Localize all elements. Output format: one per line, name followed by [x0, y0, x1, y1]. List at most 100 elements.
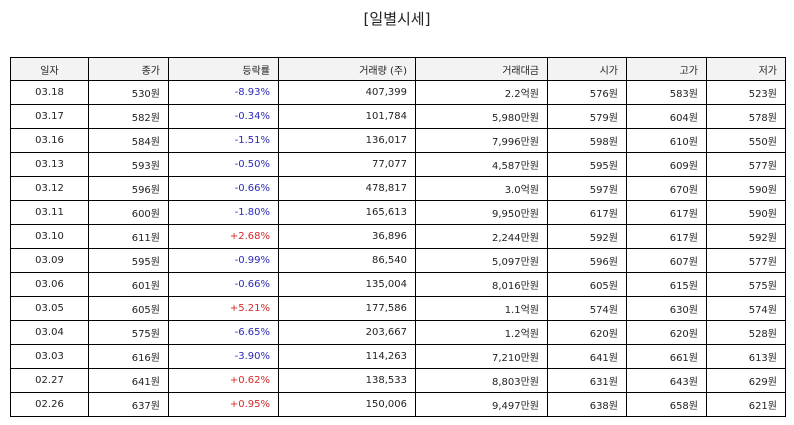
cell-change: -0.66% — [168, 176, 279, 201]
cell-close: 637원 — [88, 392, 169, 417]
cell-low: 575원 — [706, 272, 786, 297]
table-row: 03.05 605원 +5.21% 177,586 1.1억원 574원 630원 574원 — [10, 296, 786, 321]
cell-date: 03.05 — [10, 296, 89, 321]
cell-amount: 3.0억원 — [415, 176, 548, 201]
cell-high: 583원 — [626, 80, 707, 105]
table-row: 03.09 595원 -0.99% 86,540 5,097만원 596원 607원 577원 — [10, 248, 786, 273]
cell-date: 03.18 — [10, 80, 89, 105]
cell-close: 605원 — [88, 296, 169, 321]
cell-close: 593원 — [88, 152, 169, 177]
cell-open: 592원 — [547, 224, 627, 249]
table-row: 03.03 616원 -3.90% 114,263 7,210만원 641원 661원 613… — [10, 344, 786, 369]
cell-open: 605원 — [547, 272, 627, 297]
cell-open: 597원 — [547, 176, 627, 201]
cell-change: -0.99% — [168, 248, 279, 273]
cell-amount: 2,244만원 — [415, 224, 548, 249]
cell-change: -3.90% — [168, 344, 279, 369]
cell-low: 528원 — [706, 320, 786, 345]
cell-date: 03.10 — [10, 224, 89, 249]
cell-low: 590원 — [706, 200, 786, 225]
cell-high: 643원 — [626, 368, 707, 393]
cell-close: 530원 — [88, 80, 169, 105]
cell-close: 596원 — [88, 176, 169, 201]
cell-date: 02.27 — [10, 368, 89, 393]
cell-change: -1.51% — [168, 128, 279, 153]
cell-low: 578원 — [706, 104, 786, 129]
cell-amount: 7,210만원 — [415, 344, 548, 369]
cell-change: -0.66% — [168, 272, 279, 297]
cell-change: -1.80% — [168, 200, 279, 225]
header-date: 일자 — [10, 57, 89, 81]
cell-volume: 203,667 — [278, 320, 416, 345]
cell-volume: 77,077 — [278, 152, 416, 177]
cell-low: 621원 — [706, 392, 786, 417]
cell-volume: 135,004 — [278, 272, 416, 297]
cell-high: 607원 — [626, 248, 707, 273]
cell-date: 03.17 — [10, 104, 89, 129]
cell-amount: 2.2억원 — [415, 80, 548, 105]
cell-change: -0.50% — [168, 152, 279, 177]
cell-change: -6.65% — [168, 320, 279, 345]
header-low: 저가 — [706, 57, 786, 81]
header-close: 종가 — [88, 57, 169, 81]
cell-change: -0.34% — [168, 104, 279, 129]
table-row: 03.17 582원 -0.34% 101,784 5,980만원 579원 604원 578… — [10, 104, 786, 129]
cell-open: 579원 — [547, 104, 627, 129]
header-high: 고가 — [626, 57, 707, 81]
cell-open: 576원 — [547, 80, 627, 105]
header-amount: 거래대금 — [415, 57, 548, 81]
table-body: 03.18 530원 -8.93% 407,399 2.2억원 576원 583원 523원 0… — [10, 80, 786, 417]
cell-close: 584원 — [88, 128, 169, 153]
table-header-row: 일자 종가 등락률 거래량 (주) 거래대금 시가 고가 저가 — [10, 57, 786, 81]
cell-change: -8.93% — [168, 80, 279, 105]
cell-date: 02.26 — [10, 392, 89, 417]
cell-date: 03.03 — [10, 344, 89, 369]
cell-volume: 407,399 — [278, 80, 416, 105]
cell-open: 631원 — [547, 368, 627, 393]
cell-date: 03.06 — [10, 272, 89, 297]
cell-volume: 165,613 — [278, 200, 416, 225]
cell-open: 595원 — [547, 152, 627, 177]
cell-amount: 9,497만원 — [415, 392, 548, 417]
table-row: 03.11 600원 -1.80% 165,613 9,950만원 617원 617원 590… — [10, 200, 786, 225]
cell-volume: 138,533 — [278, 368, 416, 393]
cell-open: 574원 — [547, 296, 627, 321]
cell-close: 641원 — [88, 368, 169, 393]
cell-amount: 5,980만원 — [415, 104, 548, 129]
cell-volume: 478,817 — [278, 176, 416, 201]
table-row: 03.04 575원 -6.65% 203,667 1.2억원 620원 620원 528원 — [10, 320, 786, 345]
cell-low: 577원 — [706, 152, 786, 177]
cell-open: 641원 — [547, 344, 627, 369]
cell-amount: 1.1억원 — [415, 296, 548, 321]
cell-high: 615원 — [626, 272, 707, 297]
cell-amount: 9,950만원 — [415, 200, 548, 225]
cell-low: 592원 — [706, 224, 786, 249]
cell-low: 613원 — [706, 344, 786, 369]
cell-amount: 8,016만원 — [415, 272, 548, 297]
cell-open: 617원 — [547, 200, 627, 225]
cell-date: 03.04 — [10, 320, 89, 345]
cell-high: 610원 — [626, 128, 707, 153]
cell-high: 604원 — [626, 104, 707, 129]
cell-open: 638원 — [547, 392, 627, 417]
cell-amount: 7,996만원 — [415, 128, 548, 153]
cell-date: 03.13 — [10, 152, 89, 177]
cell-change: +0.62% — [168, 368, 279, 393]
table-row: 03.18 530원 -8.93% 407,399 2.2억원 576원 583원 523원 — [10, 80, 786, 105]
cell-close: 575원 — [88, 320, 169, 345]
cell-low: 577원 — [706, 248, 786, 273]
cell-open: 598원 — [547, 128, 627, 153]
cell-date: 03.16 — [10, 128, 89, 153]
cell-volume: 86,540 — [278, 248, 416, 273]
cell-high: 630원 — [626, 296, 707, 321]
cell-change: +2.68% — [168, 224, 279, 249]
cell-amount: 8,803만원 — [415, 368, 548, 393]
cell-low: 523원 — [706, 80, 786, 105]
table-row: 03.16 584원 -1.51% 136,017 7,996만원 598원 610원 550… — [10, 128, 786, 153]
table-row: 03.13 593원 -0.50% 77,077 4,587만원 595원 609원 577원 — [10, 152, 786, 177]
cell-close: 601원 — [88, 272, 169, 297]
cell-volume: 177,586 — [278, 296, 416, 321]
cell-close: 616원 — [88, 344, 169, 369]
cell-change: +5.21% — [168, 296, 279, 321]
cell-close: 600원 — [88, 200, 169, 225]
